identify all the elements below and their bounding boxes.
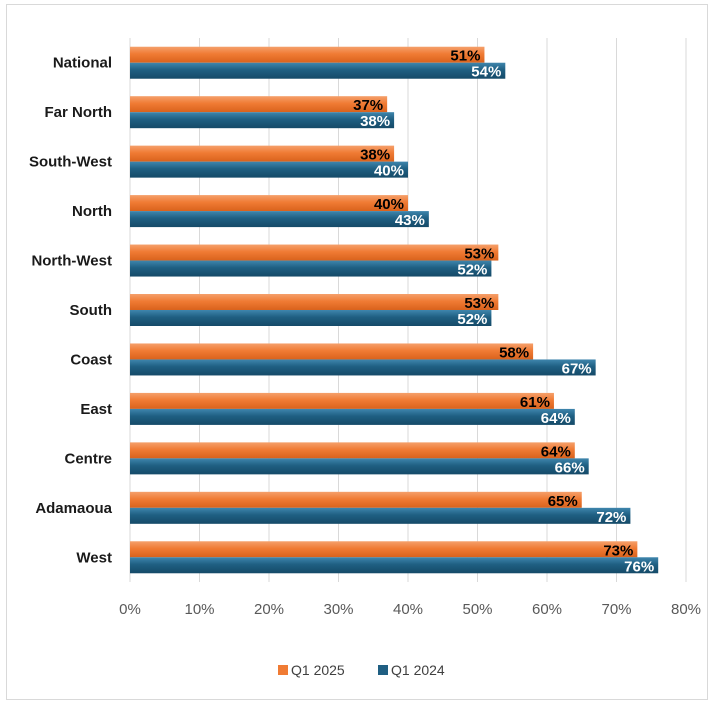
bar-q1-2025 (130, 491, 582, 508)
data-label: 67% (562, 360, 592, 377)
bar-q1-2024 (130, 359, 596, 376)
x-tick-label: 0% (119, 601, 141, 618)
x-tick-label: 40% (393, 601, 423, 618)
category-label: North-West (31, 253, 112, 270)
bar-q1-2024 (130, 161, 408, 178)
bar-q1-2024 (130, 211, 429, 228)
bar-q1-2025 (130, 343, 534, 360)
bars: 51%54%37%38%38%40%40%43%53%52%53%52%58%6… (130, 46, 659, 575)
data-label: 53% (464, 246, 494, 263)
data-label: 38% (360, 147, 390, 164)
legend-swatch (378, 665, 388, 675)
legend-label: Q1 2024 (391, 662, 445, 678)
category-labels: National Far North South-West North North-We… (29, 55, 113, 567)
data-label: 53% (464, 295, 494, 312)
bar-q1-2024 (130, 408, 575, 425)
legend-label: Q1 2025 (291, 662, 345, 678)
x-tick-label: 20% (254, 601, 284, 618)
data-label: 66% (555, 459, 585, 476)
x-tick-labels: 0% 10% 20% 30% 40% 50% 60% 70% 80% (119, 601, 701, 618)
data-label: 65% (548, 493, 578, 510)
bar-q1-2025 (130, 244, 499, 261)
bar-q1-2024 (130, 458, 589, 475)
x-tick-label: 80% (671, 601, 701, 618)
data-label: 38% (360, 113, 390, 130)
bar-q1-2025 (130, 442, 575, 459)
category-label: Far North (45, 104, 113, 121)
data-label: 64% (541, 443, 571, 460)
category-label: Coast (70, 351, 112, 368)
category-label: National (53, 55, 112, 72)
data-label: 40% (374, 163, 404, 180)
bar-q1-2025 (130, 195, 408, 212)
bar-q1-2024 (130, 62, 506, 79)
category-label: South-West (29, 154, 112, 171)
category-label: Adamaoua (35, 500, 112, 517)
data-label: 54% (471, 64, 501, 81)
data-label: 37% (353, 97, 383, 114)
data-label: 72% (596, 509, 626, 526)
bar-q1-2025 (130, 46, 485, 63)
data-label: 40% (374, 196, 404, 213)
category-label: North (72, 203, 112, 220)
category-label: West (76, 549, 112, 566)
data-label: 73% (603, 542, 633, 559)
bar-q1-2024 (130, 310, 492, 326)
x-tick-label: 10% (184, 601, 214, 618)
bar-q1-2025 (130, 392, 554, 409)
data-label: 76% (624, 558, 654, 575)
data-label: 58% (499, 344, 529, 361)
bar-q1-2024 (130, 112, 395, 129)
bar-q1-2024 (130, 557, 659, 574)
data-label: 52% (457, 311, 487, 328)
category-label: Centre (64, 450, 112, 467)
bar-q1-2024 (130, 507, 631, 524)
bar-q1-2025 (130, 145, 395, 162)
data-label: 64% (541, 410, 571, 427)
data-label: 52% (457, 262, 487, 279)
legend-swatch (278, 665, 288, 675)
data-label: 51% (450, 48, 480, 65)
bar-q1-2025 (130, 541, 638, 558)
bar-q1-2025 (130, 96, 388, 113)
category-label: South (70, 302, 113, 319)
bar-q1-2024 (130, 260, 492, 277)
x-tick-label: 50% (462, 601, 492, 618)
x-tick-label: 60% (532, 601, 562, 618)
legend: Q1 2025 Q1 2024 (278, 662, 445, 678)
bar-q1-2025 (130, 294, 499, 310)
data-label: 43% (395, 212, 425, 229)
x-tick-label: 30% (323, 601, 353, 618)
category-label: East (80, 401, 112, 418)
x-tick-label: 70% (601, 601, 631, 618)
data-label: 61% (520, 394, 550, 411)
